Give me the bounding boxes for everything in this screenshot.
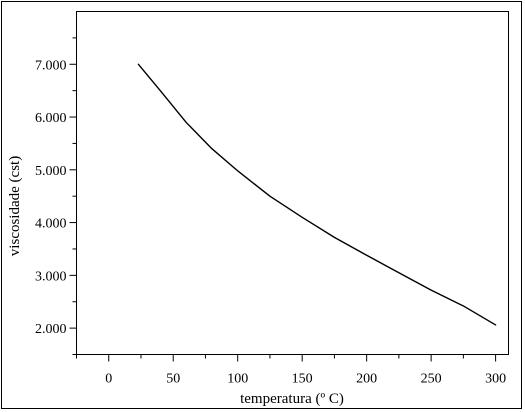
x-axis-tick-labels: 0 50 100 150 200 250 300 [105,372,506,387]
x-tick-label: 250 [421,372,442,387]
y-tick-label: 7.000 [35,58,67,73]
x-tick-label: 100 [227,372,248,387]
y-tick-label: 2.000 [35,322,67,337]
y-axis-ticks [69,37,77,355]
x-tick-label: 300 [485,372,506,387]
x-axis-title: temperatura (º C) [240,391,344,407]
y-axis-tick-labels: 2.000 3.000 4.000 5.000 6.000 7.000 [35,58,67,337]
series-layer [137,63,497,326]
x-axis-ticks [76,354,497,362]
y-tick-label: 6.000 [35,111,67,126]
x-tick-label: 50 [166,372,180,387]
series-line [137,63,497,326]
x-tick-label: 150 [292,372,313,387]
plot-frame [76,11,509,355]
y-tick-label: 5.000 [35,164,67,179]
x-tick-label: 0 [105,372,112,387]
x-tick-label: 200 [356,372,377,387]
y-axis-title: viscosidade (cst) [7,156,23,256]
y-tick-label: 3.000 [35,269,67,284]
y-tick-label: 4.000 [35,217,67,232]
